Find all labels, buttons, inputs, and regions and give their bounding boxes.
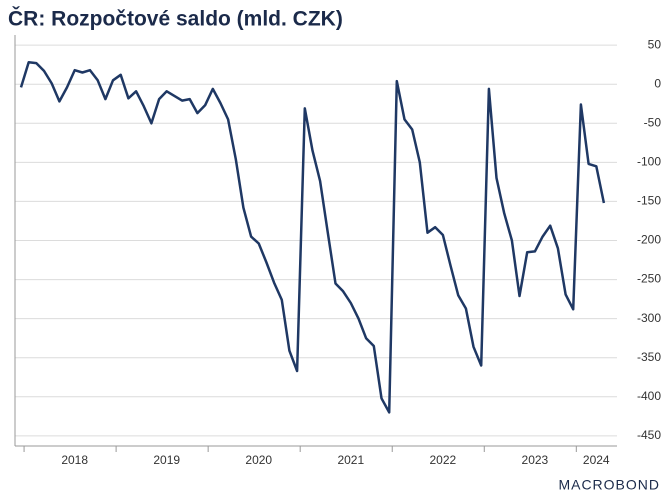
x-tick-label: 2021 [337,453,364,467]
x-tick-label: 2024 [583,453,610,467]
y-tick-label: -50 [644,115,662,129]
y-tick-label: 0 [654,76,661,90]
x-tick-label: 2019 [153,453,180,467]
logo: MACROBOND [558,477,660,493]
y-tick-label: -350 [637,350,661,364]
line [19,61,606,414]
y-tick-label: -400 [637,389,661,403]
x-tick-label: 2020 [245,453,272,467]
y-tick-label: -300 [637,311,661,325]
y-tick-label: -200 [637,233,661,247]
y-tick-label: -250 [637,272,661,286]
x-tick-label: 2023 [522,453,549,467]
x-tick-label: 2018 [61,453,88,467]
y-tick-label: -100 [637,155,661,169]
chart-title: ČR: Rozpočtové saldo (mld. CZK) [8,7,343,31]
y-tick-label: -450 [637,428,661,442]
y-tick-label: 50 [648,37,662,51]
x-tick-label: 2022 [429,453,456,467]
y-tick-label: -150 [637,194,661,208]
